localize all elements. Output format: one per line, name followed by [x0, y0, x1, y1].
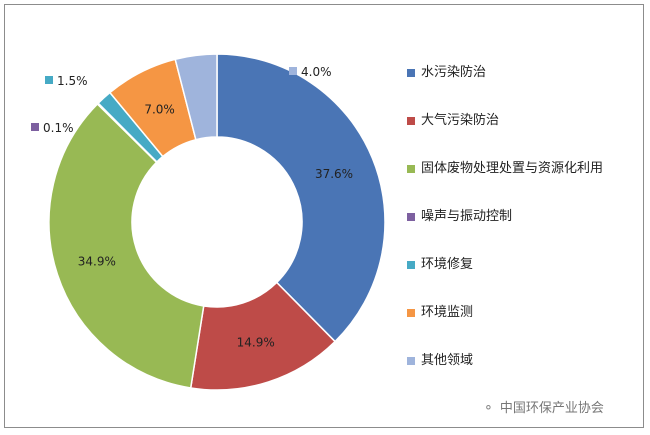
- wechat-icon: ⚬: [483, 401, 494, 416]
- legend-label: 环境修复: [421, 257, 474, 272]
- data-label-marker: [31, 123, 39, 131]
- legend-swatch: [407, 309, 415, 317]
- legend-swatch: [407, 213, 415, 221]
- data-label-monitoring: 7.0%: [144, 102, 175, 116]
- legend-swatch: [407, 117, 415, 125]
- data-label-solid-waste: 34.9%: [78, 254, 116, 268]
- legend-label: 噪声与振动控制: [421, 209, 513, 224]
- legend-label: 固体废物处理处置与资源化利用: [421, 161, 604, 176]
- legend-label: 环境监测: [421, 305, 474, 320]
- data-label-marker: [289, 67, 297, 75]
- data-label-air: 14.9%: [237, 335, 275, 349]
- watermark: ⚬ 中国环保产业协会: [483, 397, 604, 416]
- data-label-marker: [45, 76, 53, 84]
- data-label-water: 37.6%: [315, 167, 353, 181]
- legend-swatch: [407, 261, 415, 269]
- chart-frame: 37.6% 14.9% 34.9% 0.1% 1.5% 7.0% 4.0% 水污染防治 大气…: [4, 4, 644, 428]
- donut-chart: 37.6% 14.9% 34.9% 0.1% 1.5% 7.0% 4.0%: [31, 53, 386, 391]
- data-label-remediation: 1.5%: [57, 74, 88, 88]
- legend-label: 大气污染防治: [421, 113, 500, 128]
- slice-solid-waste: [48, 102, 205, 389]
- legend-swatch: [407, 357, 415, 365]
- slice-other: [174, 53, 218, 141]
- slice-water: [216, 53, 386, 343]
- legend-swatch: [407, 69, 415, 77]
- data-label-other: 4.0%: [301, 65, 332, 79]
- legend-label: 水污染防治: [421, 65, 487, 80]
- watermark-text: 中国环保产业协会: [499, 401, 604, 416]
- data-label-noise: 0.1%: [43, 121, 74, 135]
- slices-group: [48, 53, 386, 391]
- legend-label: 其他领域: [421, 353, 474, 368]
- data-labels-group: 37.6% 14.9% 34.9% 0.1% 1.5% 7.0% 4.0%: [31, 65, 353, 349]
- legend-swatch: [407, 165, 415, 173]
